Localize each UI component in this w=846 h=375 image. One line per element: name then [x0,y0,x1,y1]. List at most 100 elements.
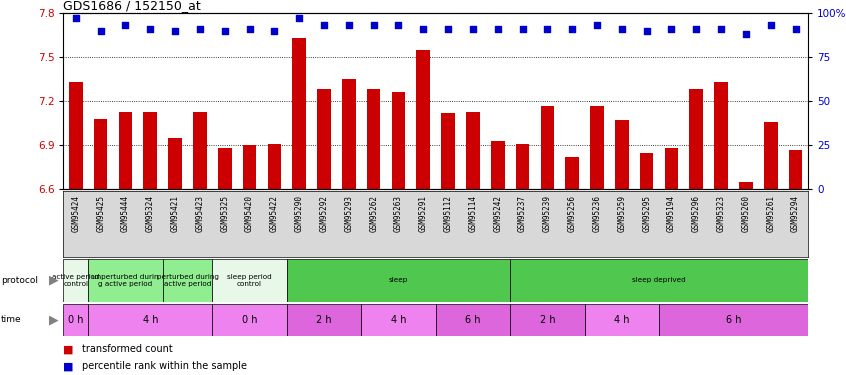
Point [168,28,182,34]
Point [317,22,331,28]
Point [565,26,579,32]
Point [714,26,728,32]
Bar [118,111,132,189]
Point [267,28,281,34]
Text: GSM95323: GSM95323 [717,195,726,231]
Text: 6 h: 6 h [726,315,741,325]
Text: GSM95259: GSM95259 [618,195,626,231]
Bar [293,38,306,189]
Text: 4 h: 4 h [391,315,406,325]
Point [591,22,604,28]
Text: GSM95295: GSM95295 [642,195,651,231]
Text: GSM95114: GSM95114 [469,195,477,231]
Text: GSM95237: GSM95237 [518,195,527,231]
Text: GSM95324: GSM95324 [146,195,155,231]
Bar [516,144,530,189]
Bar [416,50,430,189]
Bar [665,148,678,189]
Bar [510,259,808,302]
Text: GSM95421: GSM95421 [171,195,179,231]
Point [416,26,430,32]
Point [541,26,554,32]
Bar [63,259,88,302]
Bar [659,304,808,336]
Point [491,26,504,32]
Text: percentile rank within the sample: percentile rank within the sample [82,361,247,371]
Bar [88,304,212,336]
Bar [466,111,480,189]
Text: GSM95262: GSM95262 [369,195,378,231]
Text: sleep deprived: sleep deprived [632,278,686,284]
Bar [764,122,777,189]
Point [94,28,107,34]
Point [442,26,455,32]
Text: GSM95292: GSM95292 [320,195,328,231]
Text: time: time [1,315,21,324]
Point [665,26,678,32]
Bar [392,92,405,189]
Text: 0 h: 0 h [69,315,84,325]
Text: ▶: ▶ [49,313,58,326]
Text: GSM95424: GSM95424 [71,195,80,231]
Bar [144,111,157,189]
Text: GSM95112: GSM95112 [443,195,453,231]
Point [243,26,256,32]
Bar [442,113,455,189]
Text: ▶: ▶ [49,274,58,287]
Bar [491,141,504,189]
Bar [436,304,510,336]
Bar [63,304,88,336]
Point [788,26,802,32]
Bar [193,111,206,189]
Bar [361,304,436,336]
Text: 2 h: 2 h [540,315,555,325]
Text: GSM95194: GSM95194 [667,195,676,231]
Bar [565,157,579,189]
Text: 6 h: 6 h [465,315,481,325]
Point [367,22,381,28]
Bar [689,90,703,189]
Text: 0 h: 0 h [242,315,257,325]
Point [342,22,355,28]
Text: GSM95260: GSM95260 [741,195,750,231]
Text: sleep period
control: sleep period control [228,274,272,287]
Text: GSM95290: GSM95290 [294,195,304,231]
Text: ■: ■ [63,361,78,371]
Point [739,31,753,37]
Bar [714,82,728,189]
Text: GSM95420: GSM95420 [245,195,254,231]
Text: unperturbed durin
g active period: unperturbed durin g active period [92,274,159,287]
Bar [640,153,653,189]
Text: 4 h: 4 h [143,315,158,325]
Bar [585,304,659,336]
Text: GSM95263: GSM95263 [394,195,403,231]
Bar [287,304,361,336]
Text: GSM95261: GSM95261 [766,195,775,231]
Text: GSM95296: GSM95296 [692,195,700,231]
Bar [94,119,107,189]
Text: GSM95294: GSM95294 [791,195,800,231]
Bar [317,90,331,189]
Bar [541,106,554,189]
Point [193,26,206,32]
Bar [168,138,182,189]
Point [118,22,132,28]
Bar [342,79,355,189]
Point [516,26,530,32]
Point [293,15,306,21]
Bar [212,259,287,302]
Text: ■: ■ [63,344,78,354]
Point [69,15,83,21]
Text: perturbed during
active period: perturbed during active period [157,274,218,287]
Point [640,28,653,34]
Point [144,26,157,32]
Text: GSM95291: GSM95291 [419,195,428,231]
Bar [615,120,629,189]
Text: 2 h: 2 h [316,315,332,325]
Bar [218,148,232,189]
Bar [243,145,256,189]
Bar [739,182,753,189]
Text: GSM95325: GSM95325 [220,195,229,231]
Text: GSM95444: GSM95444 [121,195,130,231]
Bar [88,259,162,302]
